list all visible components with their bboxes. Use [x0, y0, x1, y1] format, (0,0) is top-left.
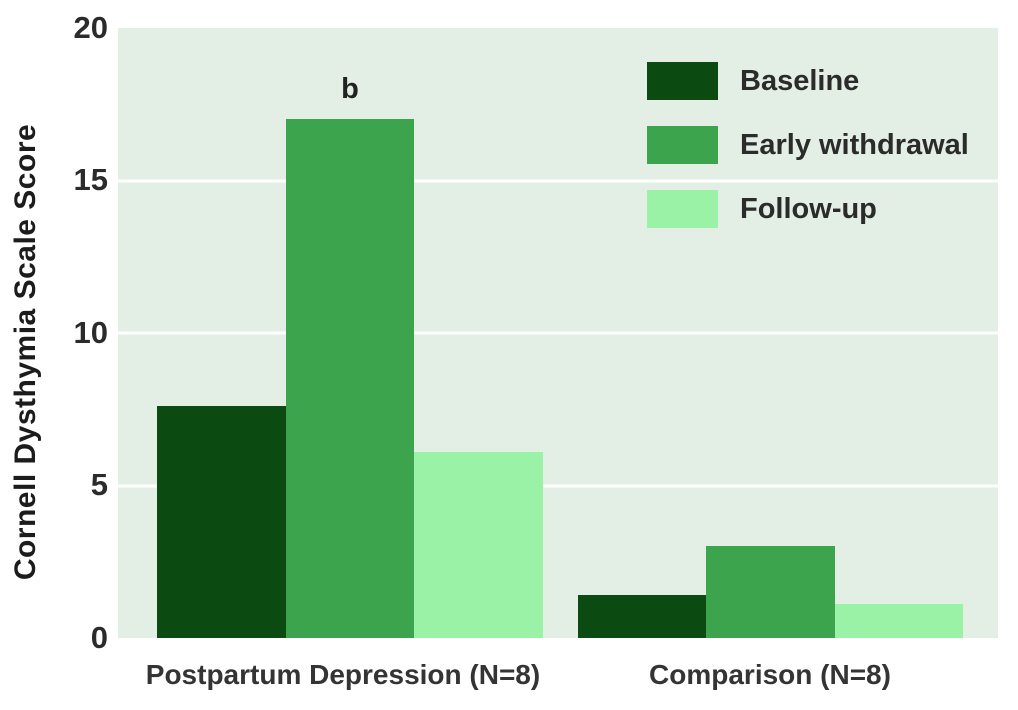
gridline-15 — [118, 179, 998, 182]
legend-item-early-withdrawal: Early withdrawal — [647, 126, 969, 164]
legend: Baseline Early withdrawal Follow-up — [647, 62, 969, 228]
y-tick-label: 5 — [90, 467, 108, 502]
significance-annotation: b — [341, 73, 359, 105]
y-tick-label: 10 — [73, 315, 108, 350]
baseline-swatch — [647, 62, 718, 100]
bar-follow-up — [834, 604, 963, 638]
legend-label: Baseline — [740, 64, 860, 97]
bar-early-withdrawal: b — [285, 75, 415, 638]
legend-item-baseline: Baseline — [647, 62, 969, 100]
follow-up-swatch — [647, 190, 718, 228]
bar-group-postpartum-depression: b — [157, 28, 544, 638]
early-withdrawal-swatch — [647, 126, 718, 164]
plot-area: b Baseline Early withdrawal Follow-up — [118, 28, 998, 638]
bar-baseline — [578, 595, 707, 638]
legend-label: Follow-up — [740, 192, 877, 225]
y-tick-label: 0 — [90, 620, 108, 655]
x-tick-label-postpartum-depression: Postpartum Depression (N=8) — [145, 659, 541, 690]
bar-group-comparison — [578, 28, 963, 638]
legend-label: Early withdrawal — [740, 128, 969, 161]
bar-follow-up — [414, 452, 544, 638]
gridline-5 — [118, 484, 998, 487]
x-tick-label-comparison: Comparison (N=8) — [649, 659, 891, 690]
bar-early-withdrawal — [706, 546, 835, 638]
gridline-10 — [118, 331, 998, 335]
y-tick-label: 15 — [73, 162, 108, 197]
bar-baseline — [157, 406, 286, 638]
y-tick-label: 20 — [73, 10, 108, 45]
legend-item-follow-up: Follow-up — [647, 190, 969, 228]
